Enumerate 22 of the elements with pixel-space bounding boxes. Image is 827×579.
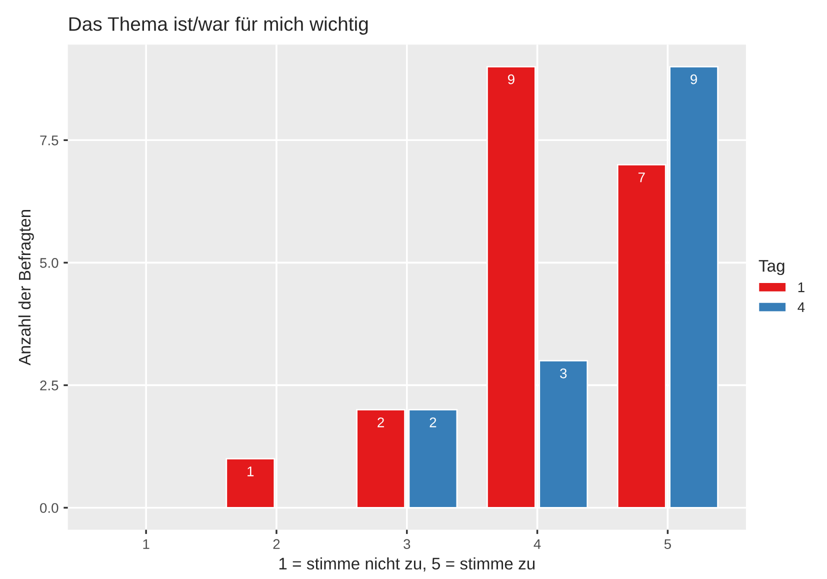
legend-label: 4 [798,302,805,312]
data-label: 9 [508,74,514,84]
data-label: 1 [248,466,254,476]
legend-title: Tag [758,260,784,276]
y-tick-label: 2.5 [40,380,58,390]
data-label: 9 [690,74,697,84]
x-tick-label: 5 [664,539,671,550]
x-tick-label: 1 [143,539,150,549]
x-tick-label: 4 [534,539,541,549]
x-tick-label: 3 [404,539,410,550]
data-label: 7 [638,172,645,182]
x-tick-label: 2 [273,539,280,549]
y-tick-label: 5.0 [40,258,58,268]
data-label: 2 [430,417,436,428]
x-axis-title: 1 = stimme nicht zu, 5 = stimme zu [279,557,535,572]
y-tick-label: 7.5 [40,136,58,146]
y-axis-title: Anzahl der Befragten [18,210,34,366]
chart-title: Das Thema ist/war für mich wichtig [69,16,368,35]
data-label: 3 [560,368,567,378]
legend-label: 1 [798,282,804,292]
data-label: 2 [378,417,384,428]
y-tick-label: 0.0 [40,503,58,513]
